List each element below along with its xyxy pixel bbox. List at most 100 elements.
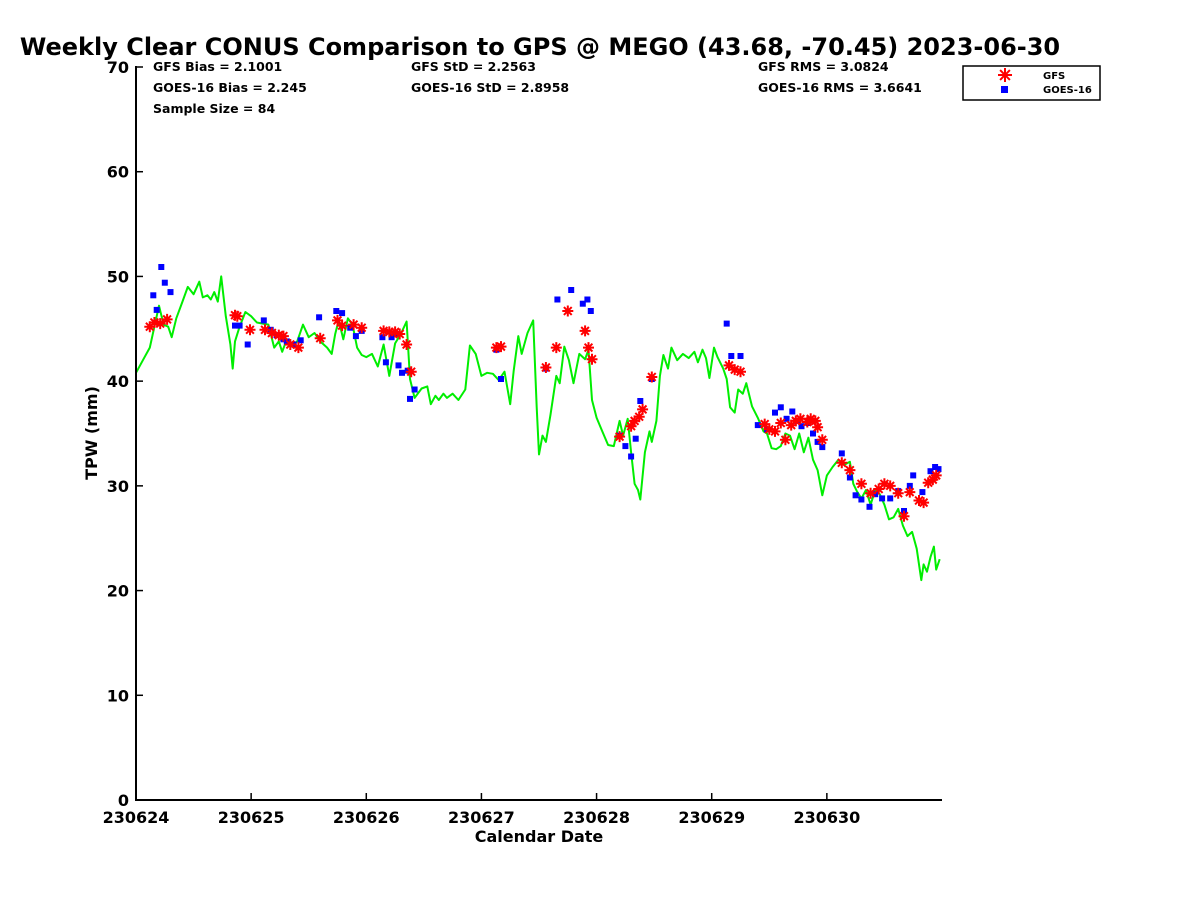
gfs-point — [735, 366, 746, 378]
gfs-point — [763, 423, 775, 435]
gfs-point — [259, 324, 271, 336]
goes-point — [260, 317, 267, 324]
gfs-point — [266, 327, 278, 339]
y-tick-label: 0 — [118, 791, 129, 810]
gfs-point — [855, 478, 867, 490]
goes-point — [399, 369, 405, 376]
goes-point — [772, 409, 778, 416]
gfs-point — [816, 434, 828, 446]
gfs-point — [562, 305, 574, 317]
legend-gfs-label: GFS — [1043, 71, 1065, 82]
goes-point — [810, 430, 816, 437]
gfs-point — [148, 317, 160, 328]
y-tick-label: 20 — [107, 582, 129, 601]
legend-gfs-marker — [998, 68, 1012, 82]
goes-point — [819, 444, 826, 451]
goes-point — [579, 300, 586, 307]
y-tick-label: 50 — [107, 267, 129, 286]
gfs-point — [805, 413, 817, 425]
goes-point — [628, 453, 635, 460]
x-axis-label: Calendar Date — [475, 827, 604, 846]
gfs-point — [646, 371, 658, 383]
goes-point — [379, 334, 386, 341]
gfs-point — [550, 342, 562, 354]
plot-area — [135, 264, 942, 582]
x-tick-label: 230628 — [563, 808, 630, 827]
gfs-point — [812, 421, 824, 433]
gfs-point — [723, 359, 735, 371]
goes-point — [297, 337, 304, 344]
goes-point — [927, 468, 934, 475]
goes-point — [244, 341, 251, 348]
gfs-point — [348, 319, 360, 331]
goes-point — [887, 495, 894, 502]
gfs-point — [292, 342, 304, 354]
x-tick-label: 230626 — [333, 808, 400, 827]
legend-gfs-asterisk — [998, 68, 1012, 82]
goes-point — [632, 435, 639, 442]
goes-point — [352, 333, 359, 340]
goes-point — [622, 443, 629, 450]
gfs-point — [809, 415, 821, 427]
x-tick-label: 230627 — [448, 808, 515, 827]
gfs-point — [759, 418, 771, 430]
goes-point — [395, 362, 402, 369]
gfs-point — [892, 487, 904, 499]
goes-point — [554, 296, 561, 303]
gfs-point — [913, 495, 925, 506]
x-tick-label: 230630 — [793, 808, 860, 827]
goes-point — [814, 438, 821, 445]
goes-point — [232, 322, 238, 329]
gfs-point — [401, 339, 413, 350]
goes-point — [852, 492, 859, 499]
sample-size-label: Sample Size = 84 — [153, 101, 275, 116]
gfs-point — [336, 320, 348, 332]
gfs-point — [231, 310, 243, 322]
x-tick-label: 230629 — [678, 808, 745, 827]
goes-point — [388, 334, 395, 341]
gfs-point — [144, 321, 156, 333]
goes-point — [910, 472, 917, 479]
goes-point — [777, 404, 784, 411]
y-tick-label: 60 — [107, 163, 129, 182]
gfs-point — [769, 425, 781, 437]
gfs-point — [930, 469, 942, 481]
legend: GFS GOES-16 — [962, 65, 1101, 101]
gfs-point — [314, 332, 326, 344]
gfs-point — [579, 325, 591, 337]
goes-point — [407, 395, 413, 402]
gfs-point — [629, 415, 641, 427]
legend-goes-marker — [1001, 86, 1008, 93]
gfs-point — [405, 366, 417, 378]
goes-point — [723, 320, 730, 327]
gfs-point — [904, 486, 916, 498]
goes-point — [158, 264, 165, 270]
goes-point — [587, 308, 594, 314]
goes-point — [858, 496, 865, 503]
goes-point — [568, 287, 575, 293]
goes-point — [798, 423, 805, 430]
stats-annotations: GFS Bias = 2.1001 GOES-16 Bias = 2.245 S… — [153, 59, 922, 116]
gfs-point — [873, 483, 885, 495]
legend-goes-label: GOES-16 — [1043, 85, 1092, 96]
gfs-bias-label: GFS Bias = 2.1001 — [153, 59, 282, 74]
gfs-point — [614, 431, 626, 443]
goes-point — [919, 489, 926, 496]
gfs-point — [729, 364, 741, 376]
gfs-point — [161, 313, 173, 325]
goes-point — [584, 296, 591, 303]
gfs-point — [389, 326, 401, 338]
axes: 0 10 20 30 40 50 60 70 230624 230625 230626 230627 2… — [103, 58, 942, 827]
goes-point — [333, 308, 340, 314]
goes-point — [167, 289, 174, 296]
gfs-point — [918, 497, 930, 509]
goes-point — [316, 314, 323, 321]
gfs-point — [383, 326, 395, 338]
gps-line — [135, 275, 941, 582]
gfs-point — [884, 480, 896, 492]
goes-point — [866, 503, 873, 510]
goes-point — [236, 322, 243, 329]
gfs-point — [836, 457, 848, 469]
goes-rms-label: GOES-16 RMS = 3.6641 — [758, 80, 922, 95]
